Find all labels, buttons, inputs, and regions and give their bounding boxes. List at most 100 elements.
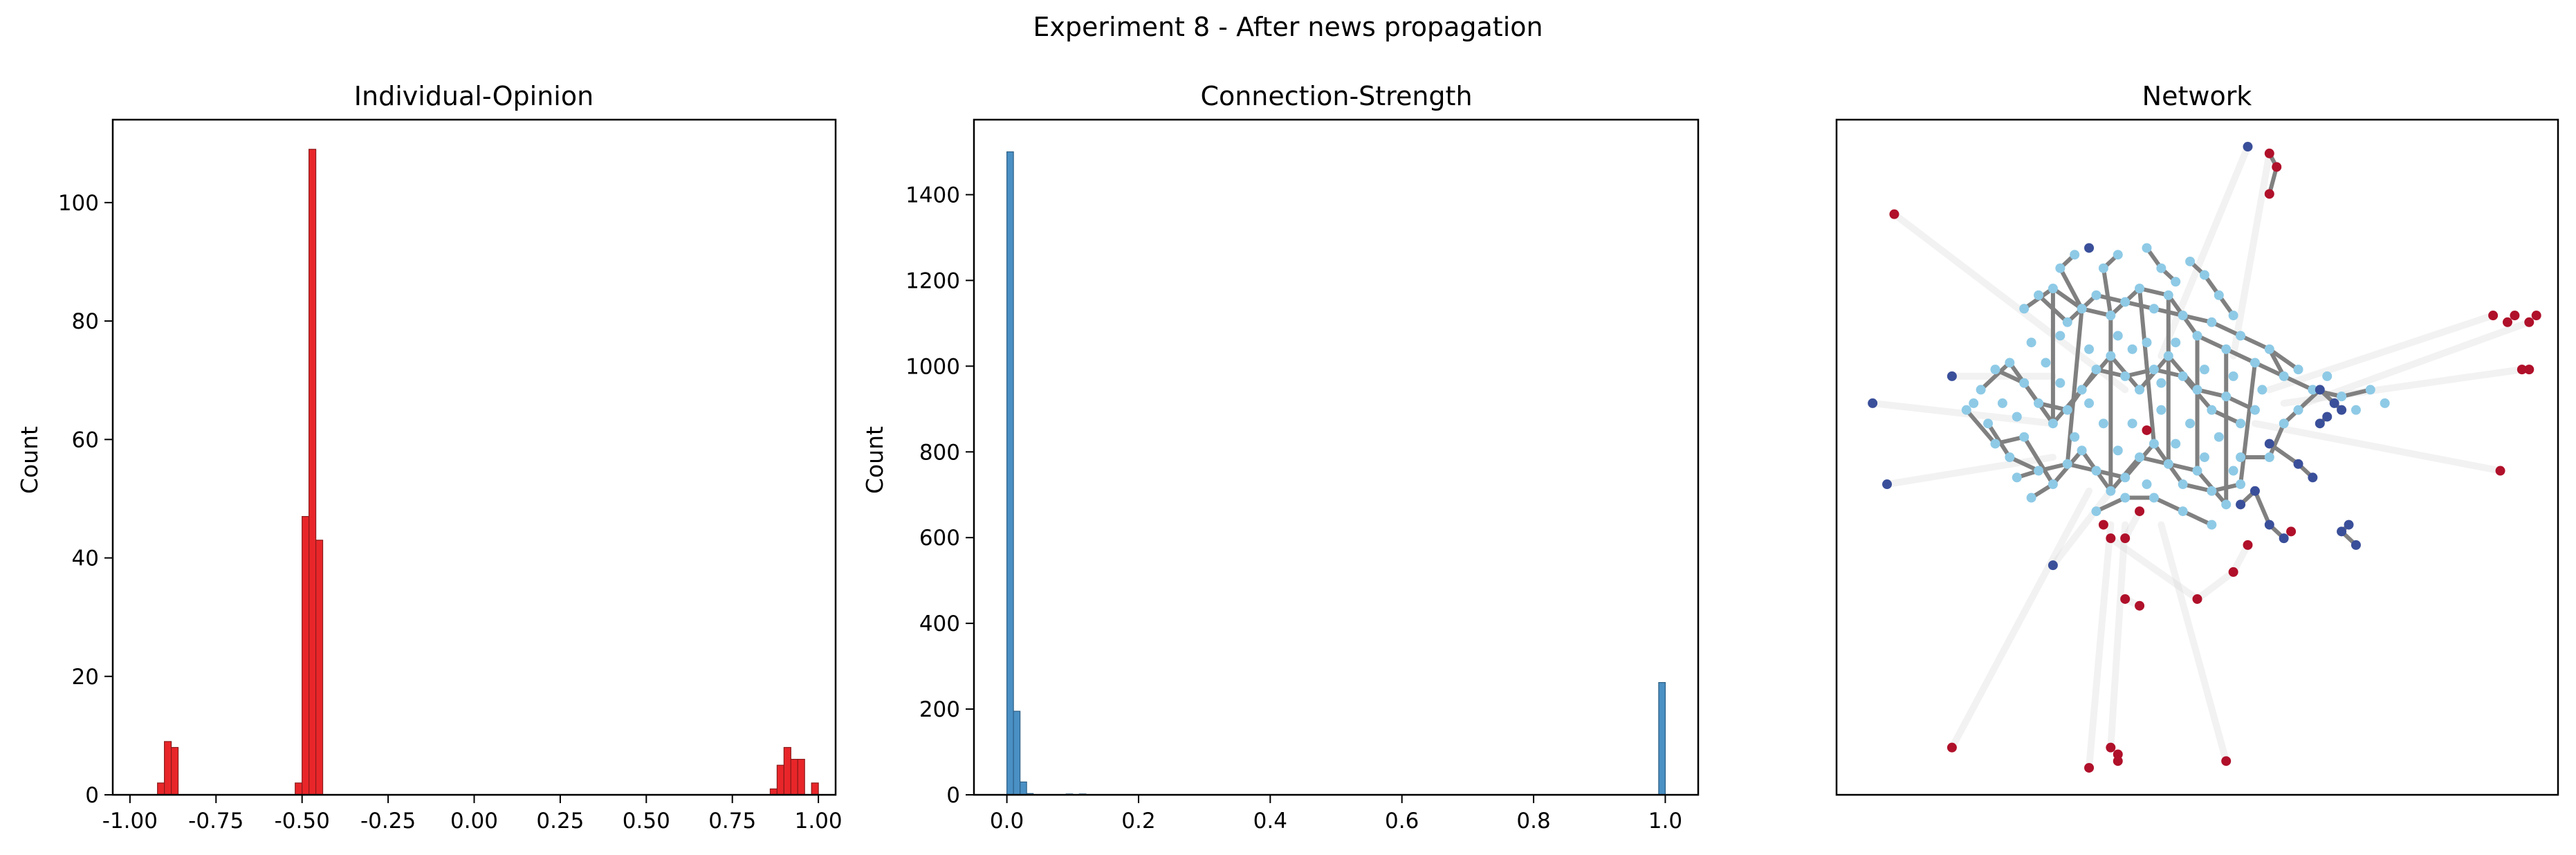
network-node-light-4: [2077, 304, 2087, 314]
strength-x-tick-label-1: 0.2: [1121, 809, 1155, 834]
network-node-light-27: [2019, 378, 2030, 388]
strength-x-tick-label-5: 1.0: [1648, 809, 1682, 834]
opinion-bar-7: [769, 788, 778, 796]
opinion-x-tick-label-0: -1.00: [102, 809, 158, 834]
network-strong-edge-68: [2058, 266, 2084, 311]
network-node-light-72: [2257, 385, 2267, 395]
opinion-bar-2: [170, 746, 179, 796]
network-node-light-96: [2214, 290, 2224, 300]
network-node-light-19: [2293, 365, 2303, 375]
network-node-light-102: [2113, 250, 2123, 260]
network-node-light-61: [2236, 479, 2246, 490]
network-node-light-75: [2127, 419, 2137, 429]
network-node-light-13: [2207, 317, 2217, 327]
network-node-light-76: [2156, 405, 2166, 415]
network-strong-edge-83: [2094, 495, 2128, 514]
network-faint-edge-1: [2158, 143, 2252, 360]
network-node-light-15: [2236, 331, 2246, 341]
network-node-light-40: [2207, 405, 2217, 415]
opinion-histogram: Individual-Opinion Count -1.00 -0.75 -0.50…: [16, 81, 843, 834]
network-node-light-67: [2113, 331, 2123, 341]
network-graph: Network: [1835, 81, 2559, 796]
strength-histogram-title: Connection-Strength: [1200, 81, 1472, 111]
network-node-light-104: [2156, 378, 2166, 388]
network-faint-edge-3: [2265, 312, 2497, 394]
opinion-bar-6: [315, 540, 324, 796]
opinion-y-tick-label-4: 80: [72, 309, 99, 334]
network-strong-edge-87: [2267, 347, 2286, 378]
opinion-bar-8: [776, 764, 784, 796]
network-node-light-20: [2308, 385, 2318, 395]
network-strong-edge-2: [2079, 306, 2113, 318]
network-node-blue-11: [2264, 439, 2274, 449]
strength-y-tick-label-3: 600: [919, 526, 960, 551]
opinion-y-tick-label-2: 40: [72, 546, 99, 571]
network-node-light-24: [2365, 385, 2375, 395]
network-faint-edge-16: [2193, 568, 2237, 603]
network-node-blue-20: [2350, 540, 2361, 550]
network-node-light-109: [2171, 439, 2181, 449]
strength-y-tick-label-6: 1200: [905, 268, 960, 293]
network-strong-edge-35: [2238, 333, 2272, 351]
network-node-red-7: [2524, 317, 2534, 327]
network-node-red-5: [2502, 317, 2512, 327]
opinion-x-tick-label-5: 0.25: [536, 809, 584, 834]
network-node-light-41: [2221, 392, 2232, 402]
network-node-light-32: [2091, 365, 2101, 375]
network-node-light-99: [2070, 250, 2080, 260]
network-node-red-28: [2135, 506, 2145, 517]
network-strong-edge-34: [2209, 320, 2243, 338]
opinion-bar-11: [797, 759, 805, 796]
network-node-blue-17: [2279, 533, 2289, 544]
network-node-light-39: [2192, 385, 2202, 395]
network-node-light-7: [2120, 297, 2131, 307]
opinion-x-tick-label-1: -0.75: [188, 809, 243, 834]
network-node-light-98: [2199, 270, 2209, 280]
network-strong-edge-51: [2180, 482, 2214, 493]
network-node-light-54: [2135, 452, 2145, 462]
network-faint-edge-2: [2229, 149, 2273, 360]
network-node-red-0: [1889, 209, 1899, 219]
network-node-light-29: [2048, 419, 2058, 429]
network-node-light-81: [2012, 412, 2022, 422]
network-node-light-50: [2077, 445, 2087, 456]
network-strong-edge-93: [1986, 421, 2012, 459]
network-faint-edge-17: [2229, 541, 2252, 576]
network-faint-edge-8: [2107, 521, 2129, 751]
network-node-red-19: [2243, 540, 2253, 550]
network-node-light-103: [2127, 344, 2137, 354]
network-node-light-5: [2091, 290, 2101, 300]
network-node-red-11: [2495, 466, 2505, 476]
network-strong-edge-1: [2050, 286, 2084, 311]
network-node-light-112: [2026, 493, 2036, 503]
network-strong-edge-30: [2094, 293, 2128, 304]
network-faint-edge-9: [2086, 521, 2115, 771]
opinion-y-axis-label: Count: [16, 426, 43, 494]
network-node-light-94: [2142, 243, 2152, 253]
network-strong-edge-6: [2195, 333, 2229, 351]
network-node-light-53: [2120, 472, 2131, 483]
network-node-red-3: [2264, 189, 2274, 199]
network-strong-edge-45: [2007, 455, 2041, 473]
network-node-light-56: [2163, 459, 2173, 469]
network-node-light-69: [2171, 338, 2181, 348]
network-node-light-108: [2142, 479, 2152, 490]
network-node-light-59: [2207, 486, 2217, 496]
opinion-histogram-title: Individual-Opinion: [354, 81, 594, 111]
network-node-light-70: [2199, 365, 2209, 375]
network-strong-edge-71: [2252, 488, 2272, 527]
network-node-light-6: [2106, 311, 2116, 321]
strength-x-tick-label-0: 0.0: [990, 809, 1024, 834]
network-node-red-4: [2488, 311, 2499, 321]
network-node-light-58: [2192, 466, 2202, 476]
network-node-red-17: [2192, 594, 2202, 604]
strength-y-tick-label-7: 1400: [905, 183, 960, 208]
network-node-blue-14: [2250, 486, 2260, 496]
network-node-light-110: [2199, 452, 2209, 462]
opinion-bar-12: [811, 782, 819, 796]
network-node-blue-16: [2264, 520, 2274, 530]
network-node-light-73: [2070, 432, 2080, 442]
network-node-light-12: [2192, 331, 2202, 341]
opinion-x-tick-label-7: 0.75: [708, 809, 756, 834]
network-node-light-23: [2350, 405, 2361, 415]
